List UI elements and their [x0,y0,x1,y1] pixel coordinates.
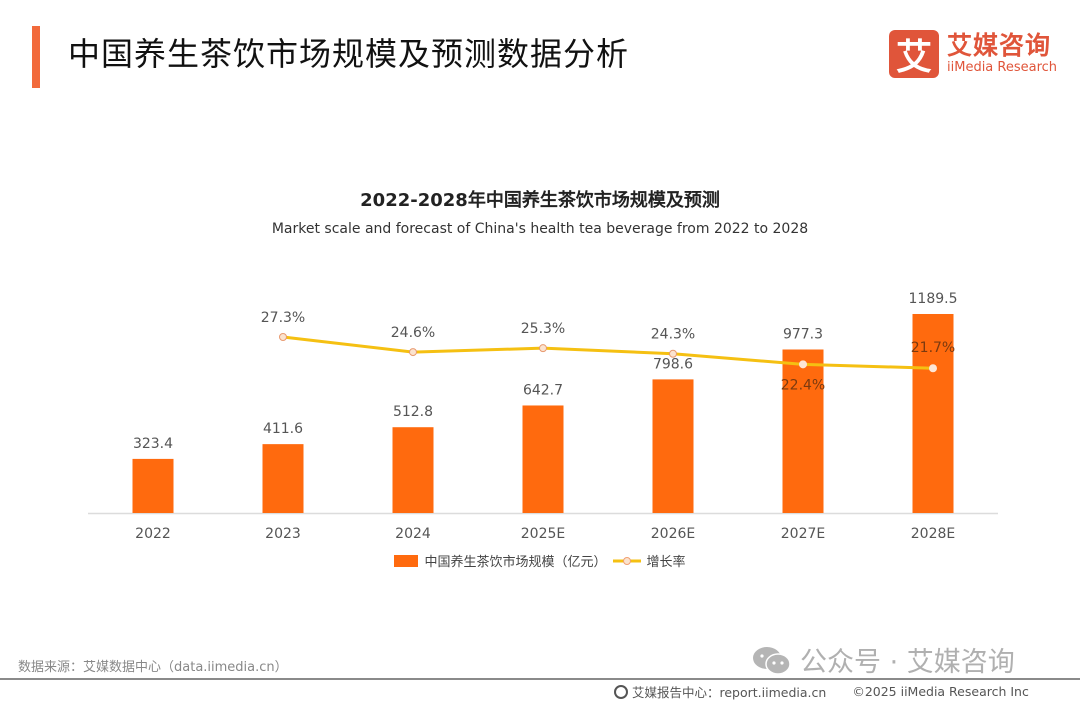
growth-label-2026E: 24.3% [651,327,695,343]
x-tick-2025E: 2025E [521,526,565,542]
growth-label-2023: 27.3% [261,310,305,326]
wechat-icon [752,645,792,675]
growth-label-2027E: 22.4% [781,377,825,393]
logo-en-text: iiMedia Research [947,60,1058,75]
bar-2027E [782,349,824,513]
x-tick-2026E: 2026E [651,526,695,542]
bar-2024 [392,427,434,513]
page-title: 中国养生茶饮市场规模及预测数据分析 [68,35,630,73]
growth-point-2028E [929,364,937,373]
logo-cn-text: 艾媒咨询 [947,31,1052,60]
bar-label-2022: 323.4 [133,436,173,452]
x-tick-2027E: 2027E [781,526,825,542]
bar-2028E [912,313,954,513]
x-tick-2023: 2023 [265,526,301,542]
bar-label-2026E: 798.6 [653,356,693,372]
bar-2023 [262,444,304,513]
watermark-text: 公众号 · 艾媒咨询 [800,647,1015,678]
copyright: ©2025 iiMedia Research Inc [852,684,1029,699]
legend-line-swatch [612,555,641,567]
chart-legend: 中国养生茶饮市场规模（亿元） 增长率 [0,551,1080,570]
growth-label-2025E: 25.3% [521,321,565,337]
bar-2025E [522,405,564,513]
growth-label-2028E: 21.7% [911,340,955,356]
growth-point-2027E [799,360,807,369]
bar-label-2027E: 977.3 [783,326,823,342]
wechat-watermark: 公众号 · 艾媒咨询 [752,640,1015,679]
globe-icon [614,684,628,699]
chart-subtitle: Market scale and forecast of China's hea… [271,221,809,237]
growth-point-2026E [669,349,677,358]
growth-rate-line [282,335,934,370]
data-source: 数据来源：艾媒数据中心（data.iimedia.cn） [18,660,288,675]
iimedia-logo: 艾 艾媒咨询 iiMedia Research [889,30,1057,78]
title-accent-bar [32,26,40,88]
report-center-link[interactable]: 艾媒报告中心：report.iimedia.cn [632,685,827,700]
bar-label-2025E: 642.7 [523,382,563,398]
bar-2022 [132,458,174,513]
footer-bar: 艾媒报告中心：report.iimedia.cn ©2025 iiMedia R… [614,682,1029,701]
legend-line-label: 增长率 [646,555,686,570]
growth-point-2023 [279,333,287,341]
bar-label-2024: 512.8 [393,404,433,420]
bar-2026E [652,379,694,513]
legend-bar-swatch [394,554,419,567]
growth-point-2024 [409,348,417,357]
growth-point-2025E [539,344,547,353]
chart-title: 2022-2028年中国养生茶饮市场规模及预测 [360,190,720,211]
logo-mark: 艾 [889,30,939,78]
footer-divider [0,678,1080,680]
bar-label-2023: 411.6 [263,421,303,437]
legend-bar-label: 中国养生茶饮市场规模（亿元） [424,555,607,570]
bar-label-2028E: 1189.5 [909,291,958,307]
x-tick-2022: 2022 [135,526,171,542]
x-tick-2028E: 2028E [911,526,955,542]
x-tick-2024: 2024 [395,526,431,542]
growth-label-2024: 24.6% [391,325,435,341]
